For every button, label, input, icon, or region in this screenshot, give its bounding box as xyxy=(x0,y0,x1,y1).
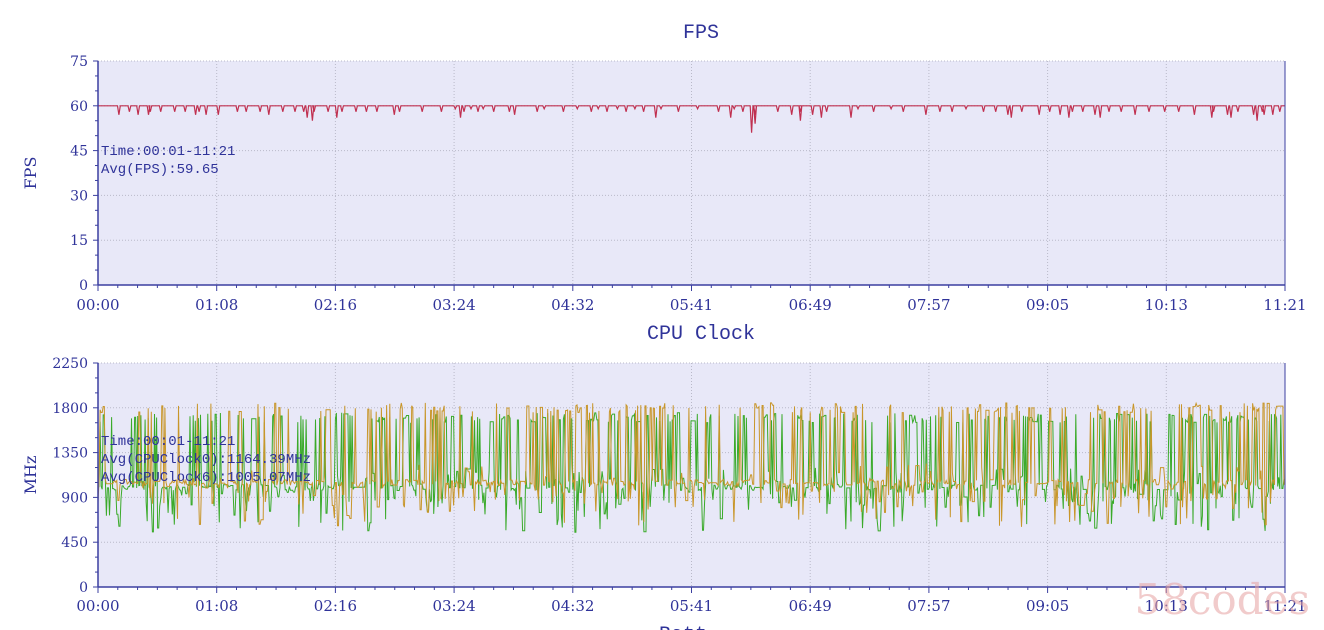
x-tick-label: 05:41 xyxy=(670,597,713,615)
y-tick-label: 45 xyxy=(70,144,88,160)
x-tick-label: 05:41 xyxy=(670,296,713,314)
x-tick-label: 10:13 xyxy=(1145,597,1188,615)
y-tick-label: 15 xyxy=(70,233,88,249)
x-tick-label: 11:21 xyxy=(1263,597,1306,615)
fps-series-line xyxy=(98,105,1285,133)
y-tick-label: 1350 xyxy=(52,446,88,462)
x-tick-label: 01:08 xyxy=(195,296,238,314)
x-tick-label: 04:32 xyxy=(551,296,594,314)
next-chart-title: Batt xyxy=(659,624,707,630)
x-tick-label: 00:00 xyxy=(76,597,119,615)
x-tick-label: 01:08 xyxy=(195,597,238,615)
x-tick-label: 03:24 xyxy=(432,296,475,314)
y-tick-label: 0 xyxy=(79,580,88,596)
x-tick-label: 03:24 xyxy=(432,597,475,615)
x-tick-label: 00:00 xyxy=(76,296,119,314)
y-tick-label: 60 xyxy=(70,99,88,115)
y-axis-label: FPS xyxy=(21,157,40,190)
cpu-clock0-line xyxy=(97,412,1285,533)
stats-annotation: Time:00:01-11:21 xyxy=(101,434,235,450)
y-tick-label: 1800 xyxy=(52,401,88,417)
x-tick-label: 07:57 xyxy=(907,597,950,615)
x-tick-label: 10:13 xyxy=(1145,296,1188,314)
chart-title: FPS xyxy=(683,22,719,45)
watermark: 58codes xyxy=(1134,575,1310,624)
stats-annotation: Avg(FPS):59.65 xyxy=(101,162,219,178)
x-tick-label: 09:05 xyxy=(1026,296,1069,314)
x-tick-label: 07:57 xyxy=(907,296,950,314)
chart-1 xyxy=(93,362,1286,593)
y-axis-label: MHz xyxy=(21,456,40,495)
y-tick-label: 75 xyxy=(70,54,88,70)
chart-0 xyxy=(93,60,1286,291)
x-tick-label: 06:49 xyxy=(789,296,832,314)
cpu-clock6-line xyxy=(97,401,1285,527)
x-tick-label: 09:05 xyxy=(1026,597,1069,615)
stats-annotation: Avg(CPUClock0):1164.39MHz xyxy=(101,452,311,468)
x-tick-label: 04:32 xyxy=(551,597,594,615)
x-tick-label: 02:16 xyxy=(314,296,357,314)
y-tick-label: 30 xyxy=(70,188,88,204)
x-tick-label: 02:16 xyxy=(314,597,357,615)
chart-title: CPU Clock xyxy=(647,323,755,346)
y-tick-label: 0 xyxy=(79,278,88,294)
y-tick-label: 2250 xyxy=(52,356,88,372)
x-tick-label: 11:21 xyxy=(1263,296,1306,314)
y-tick-label: 450 xyxy=(61,535,88,551)
y-tick-label: 900 xyxy=(61,490,88,506)
stats-annotation: Time:00:01-11:21 xyxy=(101,144,235,160)
stats-annotation: Avg(CPUClock6):1005.07MHz xyxy=(101,470,311,486)
x-tick-label: 06:49 xyxy=(789,597,832,615)
